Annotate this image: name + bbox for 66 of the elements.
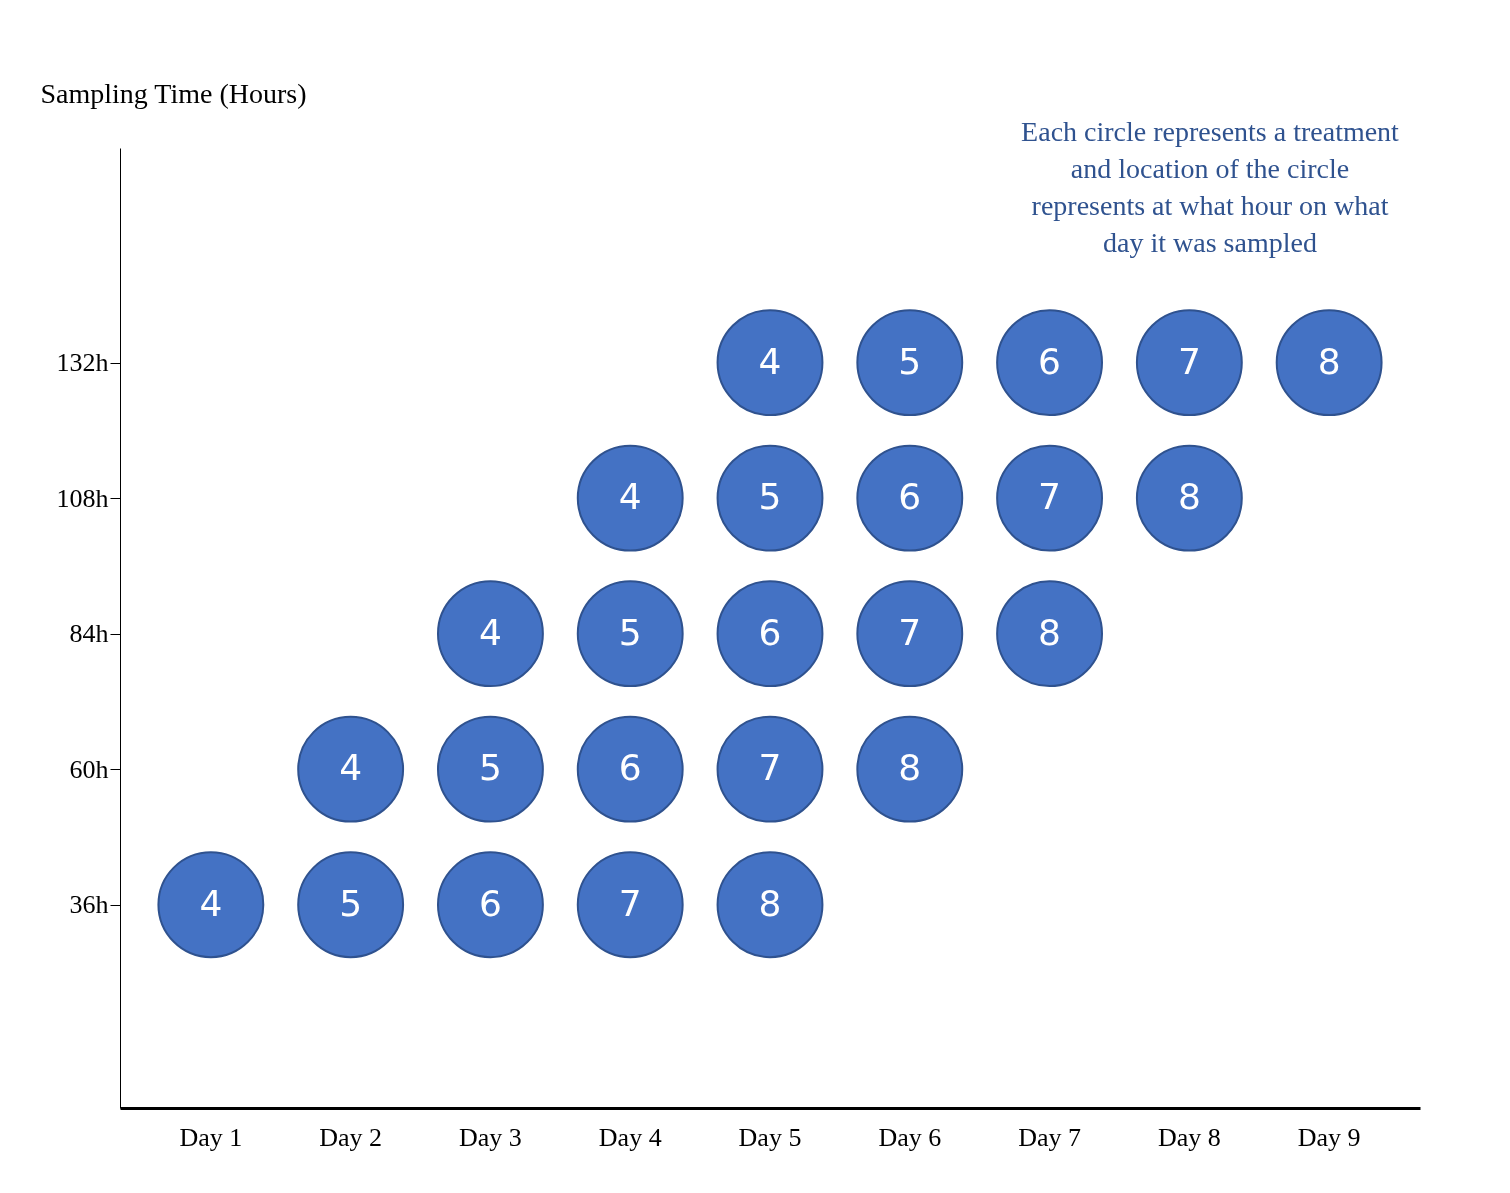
text: 5 — [618, 611, 642, 653]
text: 8 — [758, 882, 782, 924]
y-axis-title: Sampling Time (Hours) — [40, 77, 307, 109]
text: 8 — [1317, 340, 1341, 382]
x-tick-label: Day 1 — [179, 1122, 243, 1152]
point — [1275, 309, 1383, 416]
point — [996, 309, 1104, 416]
text: 4 — [758, 340, 782, 382]
point — [576, 851, 684, 959]
point — [576, 444, 684, 552]
point — [576, 715, 684, 823]
point — [856, 309, 964, 416]
text: 6 — [478, 882, 502, 924]
x-tick-label: Day 6 — [878, 1122, 942, 1152]
x-tick-label: Day 9 — [1297, 1122, 1361, 1152]
y-tick-label: 132h — [56, 348, 109, 378]
annotation: Each circle represents a treatment and location of the circle represents at what hour on what day it was sampled — [1021, 116, 1400, 258]
text: 7 — [758, 747, 782, 789]
point — [297, 851, 405, 959]
point — [716, 580, 824, 687]
point — [436, 715, 544, 823]
text: 5 — [339, 882, 363, 924]
text: 7 — [898, 611, 922, 653]
text: 6 — [618, 747, 642, 789]
y-tick-label: 108h — [56, 483, 109, 513]
text: 7 — [1038, 476, 1062, 518]
point — [576, 580, 684, 687]
point — [856, 715, 964, 823]
point — [716, 444, 824, 552]
point — [436, 580, 544, 687]
series-label: 6 — [898, 476, 922, 518]
point — [716, 309, 824, 416]
point — [297, 715, 405, 823]
x-tick-label: Day 3 — [459, 1122, 522, 1152]
point — [1135, 444, 1243, 552]
point — [436, 851, 544, 959]
text: 4 — [478, 611, 502, 653]
series-label: 4 — [618, 476, 642, 518]
y-tick-label: 60h — [69, 754, 109, 784]
x-tick-label: Day 7 — [1018, 1122, 1081, 1152]
text: 5 — [478, 747, 502, 789]
text: 7 — [618, 882, 642, 924]
point — [716, 851, 824, 959]
text: 4 — [339, 747, 363, 789]
series-label: 5 — [898, 340, 922, 382]
point — [1135, 309, 1243, 416]
y-tick-label: 84h — [69, 619, 109, 649]
series-label: 7 — [1177, 340, 1201, 382]
y-tick-label: 36h — [69, 890, 109, 920]
series-label: 8 — [1177, 476, 1201, 518]
point — [157, 851, 265, 959]
point — [856, 444, 964, 552]
text: 4 — [199, 882, 223, 924]
text: 8 — [1038, 611, 1062, 653]
x-tick-label: Day 4 — [598, 1122, 662, 1152]
x-tick-label: Day 5 — [738, 1122, 802, 1152]
point — [716, 715, 824, 823]
text: 6 — [1038, 340, 1062, 382]
point — [856, 580, 964, 687]
text: 6 — [758, 611, 782, 653]
point — [996, 580, 1104, 687]
text: 8 — [898, 747, 922, 789]
point — [996, 444, 1104, 552]
x-tick-label: Day 2 — [319, 1122, 383, 1152]
x-tick-label: Day 8 — [1157, 1122, 1221, 1152]
text: 5 — [758, 476, 782, 518]
